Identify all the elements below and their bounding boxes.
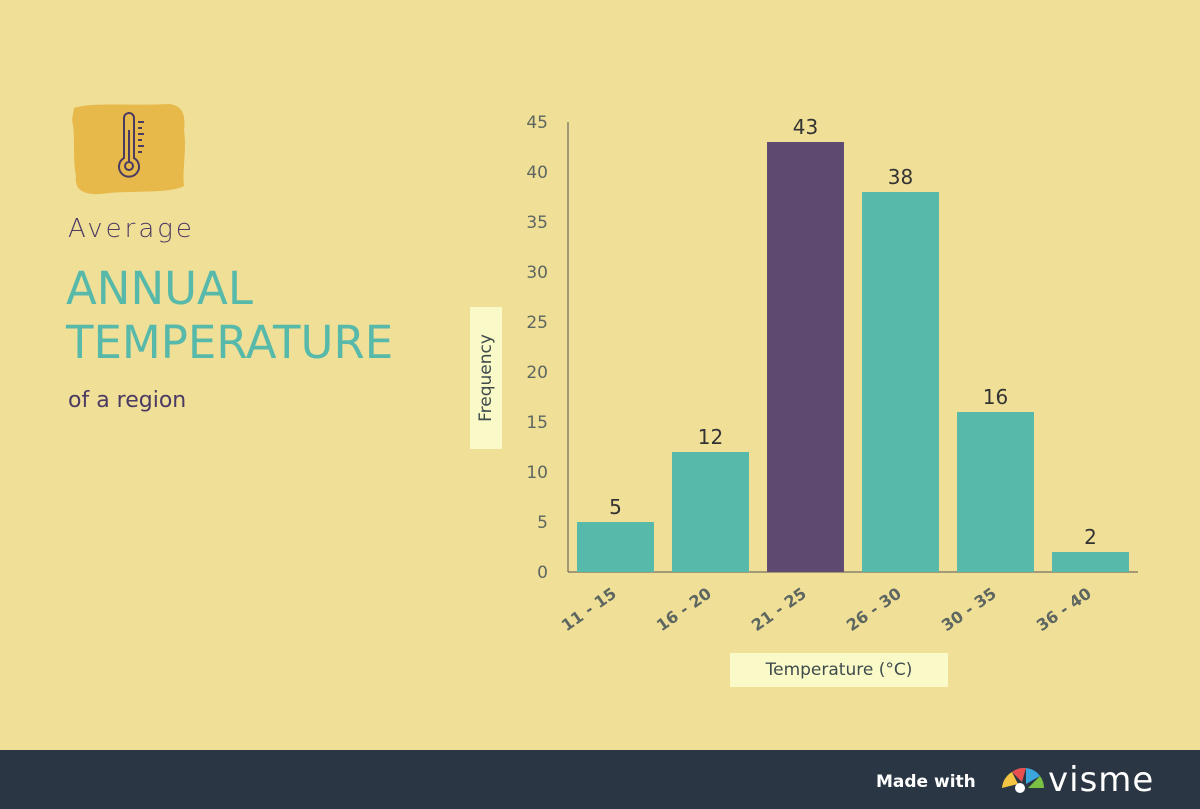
x-category-label: 16 - 20	[653, 584, 715, 635]
x-category-label: 26 - 30	[843, 584, 905, 635]
x-category-label: 36 - 40	[1033, 584, 1095, 635]
y-tick-label: 45	[526, 113, 548, 133]
y-tick-label: 5	[537, 513, 548, 533]
title-temperature: TEMPERATURE	[66, 316, 394, 369]
category-labels-group: 11 - 15 16 - 20 21 - 25 26 - 30 30 - 35 36 - …	[558, 584, 1095, 635]
thermometer-icon	[118, 112, 144, 178]
y-tick-label: 10	[526, 463, 548, 483]
y-axis-label-box	[470, 307, 502, 449]
bar	[767, 142, 844, 572]
y-tick-label: 0	[537, 563, 548, 583]
thermometer-badge	[72, 104, 185, 195]
y-axis-label: Frequency	[476, 334, 496, 422]
y-axis-ticks: 0 5 10 15 20 25 30 35 40 45	[526, 113, 548, 583]
y-tick-label: 25	[526, 313, 548, 333]
x-category-label: 30 - 35	[938, 584, 1000, 635]
x-axis-label: Temperature (°C)	[730, 653, 948, 687]
x-category-label: 11 - 15	[558, 584, 620, 635]
bar-value-label: 16	[983, 385, 1008, 409]
infographic-canvas: Average ANNUAL TEMPERATURE of a region 0…	[66, 104, 1138, 687]
bar-value-label: 5	[609, 495, 622, 519]
title-main: ANNUAL TEMPERATURE	[66, 262, 393, 370]
y-tick-label: 15	[526, 413, 548, 433]
bar-value-label: 2	[1084, 525, 1097, 549]
y-tick-label: 40	[526, 163, 548, 183]
title-average: Average	[68, 214, 195, 244]
bar	[957, 412, 1034, 572]
bar-value-label: 12	[698, 425, 723, 449]
bar	[862, 192, 939, 572]
footer-bar	[0, 750, 1200, 809]
histogram-chart: 0 5 10 15 20 25 30 35 40 45 5 12 43 38 16 2 11 - 15 16 …	[526, 113, 1138, 635]
y-tick-label: 30	[526, 263, 548, 283]
y-tick-label: 35	[526, 213, 548, 233]
visme-logo-icon	[1002, 767, 1044, 793]
bar	[672, 452, 749, 572]
title-subtitle: of a region	[68, 388, 187, 413]
bars-group	[577, 142, 1129, 572]
title-annual: ANNUAL	[66, 262, 253, 315]
footer-made-with: Made with	[876, 772, 976, 792]
bar	[1052, 552, 1129, 572]
x-category-label: 21 - 25	[748, 584, 810, 635]
data-labels-group: 5 12 43 38 16 2	[609, 115, 1097, 549]
bar-value-label: 38	[888, 165, 913, 189]
bar-value-label: 43	[793, 115, 818, 139]
y-tick-label: 20	[526, 363, 548, 383]
footer-brand: visme	[1048, 760, 1155, 800]
bar	[577, 522, 654, 572]
